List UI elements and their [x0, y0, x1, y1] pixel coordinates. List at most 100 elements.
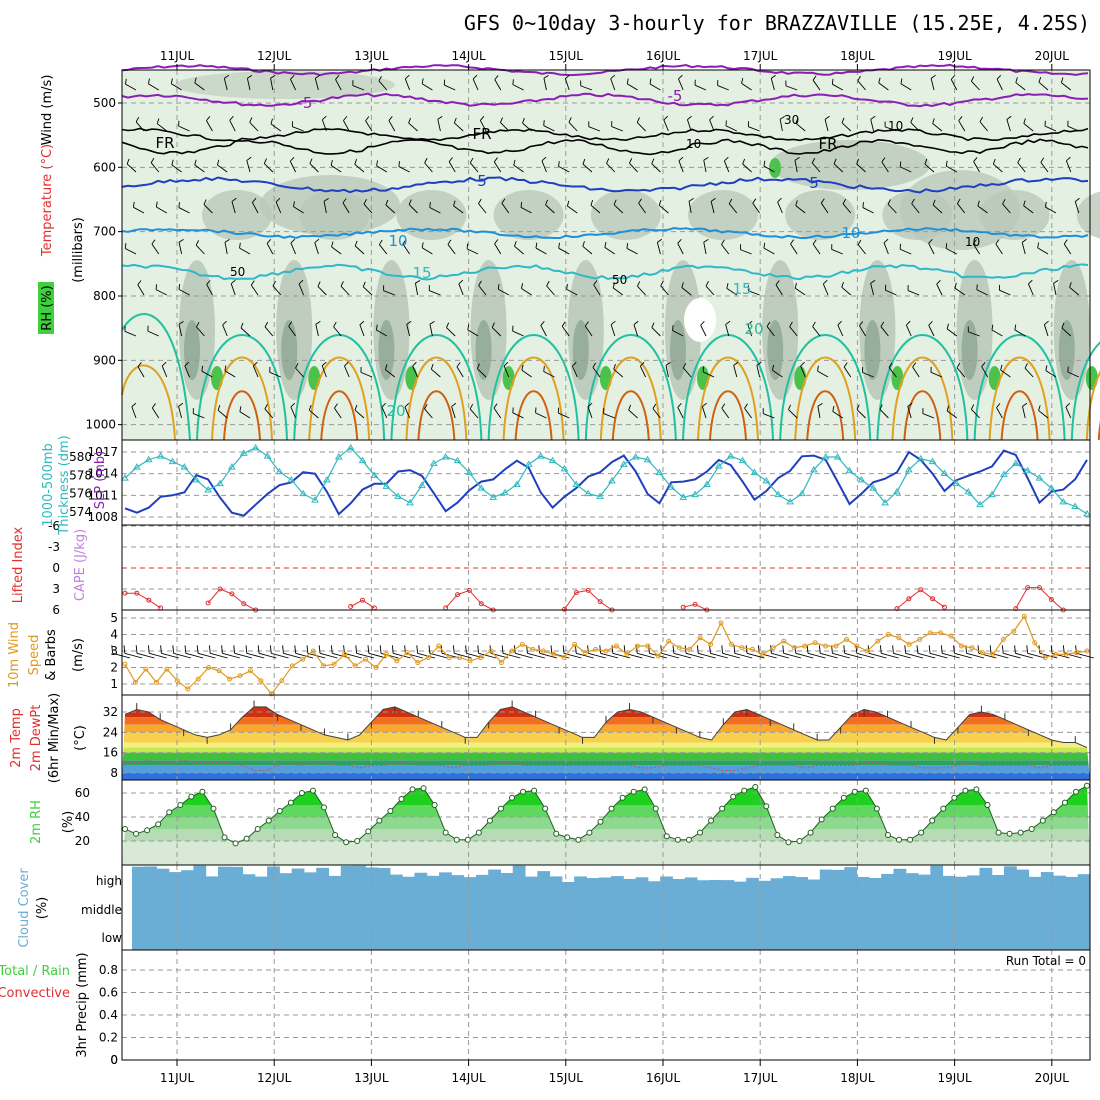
wind-barb — [966, 652, 985, 659]
wind-barb — [500, 122, 510, 132]
isotherm-purple-top — [121, 63, 1089, 77]
thickness-marker — [192, 475, 201, 483]
rh-point — [298, 790, 305, 796]
wind-barb — [421, 83, 433, 91]
isotherm-30-loop — [320, 390, 359, 441]
rh-point — [276, 808, 283, 814]
upper-wind-label: Wind (m/s) — [40, 75, 55, 146]
wind-barb-flag — [131, 402, 137, 408]
wind-barb — [494, 79, 502, 91]
temp-tick-label: 24 — [103, 725, 118, 739]
wind-barb-flag — [306, 645, 309, 654]
wind-barb — [700, 325, 707, 337]
wind-barb-flag — [794, 282, 797, 289]
thickness-marker — [239, 449, 248, 456]
cloud-high-bar — [819, 869, 833, 890]
wind-speed-point — [530, 646, 536, 652]
isotherm-25-loop — [1085, 370, 1100, 441]
wind-barb — [694, 84, 707, 91]
wind-barb — [993, 163, 1003, 173]
wind-barb — [783, 652, 802, 659]
wind-barb-flag — [831, 78, 834, 85]
wind-barb — [999, 289, 1011, 296]
wind-barb-flag — [1066, 156, 1071, 162]
wind-speed-point — [227, 676, 233, 682]
wind-barb-flag — [812, 239, 817, 245]
wind-barb — [535, 247, 547, 255]
wind-barb — [954, 652, 972, 659]
wind-barb-flag — [494, 75, 499, 80]
wind-barb — [710, 201, 715, 214]
rh-point — [376, 817, 383, 824]
wind-barb — [628, 409, 638, 419]
wind-speed-point — [446, 655, 452, 661]
wind-barb — [356, 652, 375, 659]
wind10-units-label: (m/s) — [71, 638, 86, 672]
wind-barb-flag — [726, 282, 729, 289]
wind-barb-flag — [795, 200, 798, 206]
thickness-marker — [786, 497, 794, 505]
rh-point — [862, 787, 869, 794]
wind-barb-flag — [1075, 645, 1077, 654]
cloud-high-bar — [709, 879, 723, 890]
isotherm-15 — [121, 263, 1089, 281]
thickness-marker — [1083, 509, 1091, 517]
thickness-marker — [394, 492, 403, 499]
thickness-marker — [631, 453, 640, 460]
wind-barb-flag — [408, 199, 412, 205]
wind-speed-point — [687, 646, 693, 652]
thickness-marker — [1071, 502, 1080, 509]
wind-barb-flag — [628, 404, 632, 411]
rh-point — [940, 805, 947, 812]
thickness-marker — [406, 498, 414, 506]
wind-barb-flag — [354, 159, 357, 165]
wind-barb — [820, 202, 829, 214]
bottom-date-label: 19JUL — [937, 1071, 972, 1085]
wind-barb — [567, 205, 578, 214]
cloud-high-bar — [721, 880, 735, 890]
wind-barb-flag — [703, 157, 709, 161]
wind-barb-flag — [649, 78, 652, 85]
y-tick-label: 1000 — [85, 418, 116, 432]
wind-barb — [824, 119, 829, 132]
wind-barb-flag — [250, 280, 255, 286]
wind-barb — [1065, 406, 1072, 419]
wind-barb-flag — [841, 281, 844, 288]
rh-point — [1084, 782, 1090, 789]
wind-barb — [558, 165, 570, 173]
wind-barb-flag — [721, 645, 724, 654]
wind-barb — [135, 121, 145, 132]
wind-speed-point — [498, 660, 504, 666]
wind-barb — [137, 284, 145, 296]
thickness-marker — [204, 486, 213, 493]
thickness-marker — [940, 469, 949, 476]
wind-barb — [1024, 367, 1034, 378]
rh-point — [387, 808, 394, 814]
top-date-axis: 11JUL 12JUL 13JUL 14JUL 15JUL 16JUL 17JUL 18JUL… — [160, 49, 1069, 63]
wind-barb-flag — [546, 280, 550, 287]
rh-point — [619, 794, 626, 801]
thickness-marker — [976, 500, 984, 508]
rh-point — [564, 834, 571, 841]
wind-barb-flag — [521, 283, 524, 289]
wind-barb — [124, 330, 137, 337]
wind-barb-flag — [1021, 238, 1027, 243]
wind-barb — [363, 203, 373, 214]
wind-barb — [231, 201, 236, 214]
wind-barb-flag — [912, 362, 917, 368]
wind-barb-flag — [543, 74, 549, 79]
wind-barb — [210, 652, 228, 659]
wind-speed-point — [833, 643, 839, 649]
rh-tick-label: 60 — [75, 786, 90, 800]
slp-thickness-panel: 1008 1011 1014 1017 574 576 578 580 — [69, 440, 1091, 525]
rh-point — [254, 826, 261, 832]
wind-barb — [275, 201, 282, 214]
wind-barb-flag — [322, 115, 327, 121]
lifted-index-point — [348, 604, 354, 609]
wind-barb — [522, 122, 532, 132]
wind-barb — [649, 83, 661, 91]
wind-barb — [878, 82, 889, 91]
wind-barb-flag — [206, 116, 211, 121]
wind-barb — [224, 242, 228, 255]
wind-barb-flag — [832, 406, 835, 412]
